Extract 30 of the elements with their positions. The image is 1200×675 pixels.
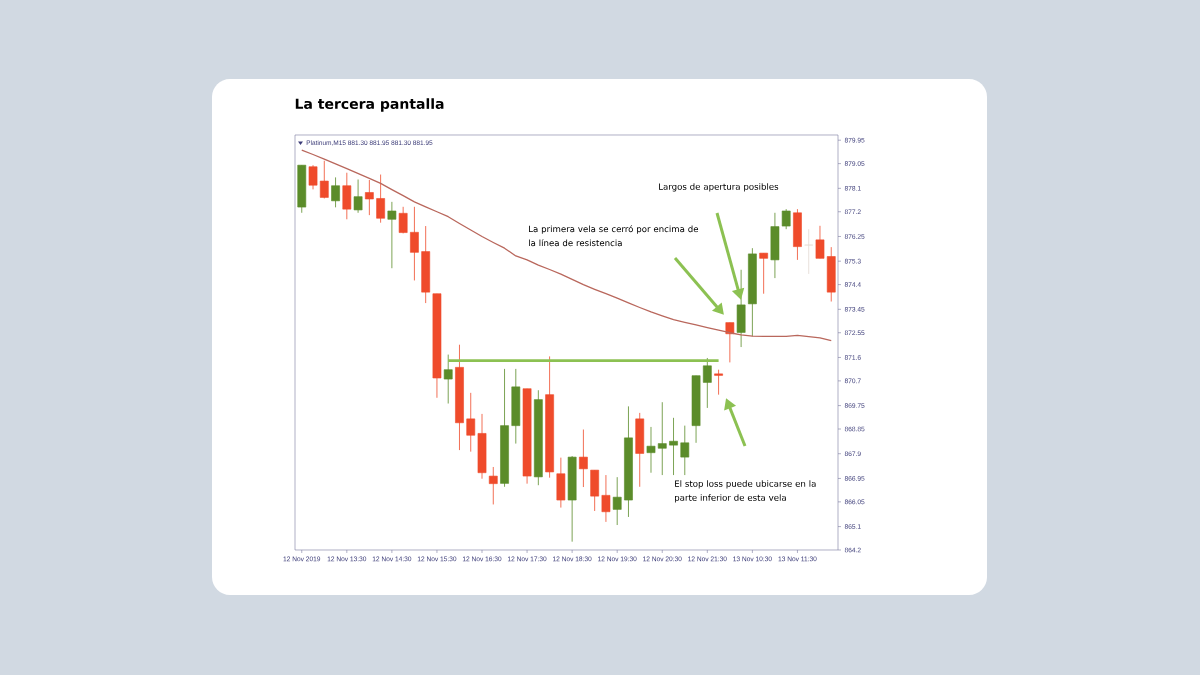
annotation: La primera vela se cerró por encima de la línea de resistencia	[529, 225, 699, 247]
candlestick	[443, 354, 453, 404]
candlestick	[466, 392, 476, 453]
candlestick	[702, 357, 712, 409]
candlestick	[342, 172, 352, 220]
candlestick	[759, 252, 769, 295]
candlestick	[365, 179, 374, 216]
candlestick	[680, 425, 690, 476]
candlestick	[410, 206, 419, 281]
candlestick	[657, 401, 667, 476]
candlestick	[612, 476, 622, 526]
chart-title: La tercera pantalla	[295, 98, 444, 112]
candlestick	[331, 177, 340, 208]
candlestick	[319, 160, 329, 199]
candlestick	[353, 179, 363, 214]
annotation: El stop loss puede ubicarse en la parte inferior de esta vela	[674, 480, 816, 503]
candlestick	[815, 225, 825, 259]
candlestick	[669, 417, 678, 476]
candlestick	[387, 201, 397, 269]
candlestick	[376, 174, 385, 224]
candlestick	[579, 429, 588, 488]
candlestick	[714, 369, 723, 396]
candlestick	[725, 322, 735, 363]
annotation: Largos de apertura posibles	[659, 183, 779, 192]
candlestick	[601, 474, 611, 523]
candlestick	[308, 164, 318, 190]
candlestick	[804, 228, 814, 275]
candlestick	[646, 426, 656, 474]
candlestick	[398, 206, 408, 234]
candlestick	[488, 466, 498, 505]
